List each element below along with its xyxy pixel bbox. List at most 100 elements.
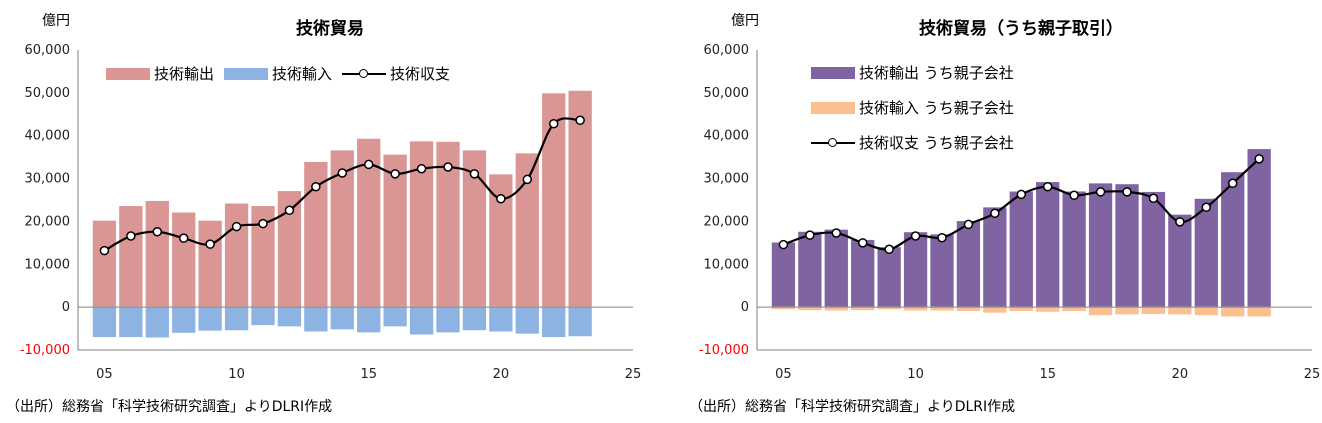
chart-right-svg: -10,000 0 10,000 20,000 30,000 40,000 50,000 60… [699,43,1321,382]
legend-item-export: 技術輸出 うち親子会社 [811,62,1014,83]
data-point [522,174,533,185]
data-point [857,238,868,248]
data-point [390,169,400,179]
data-point [831,228,842,238]
left-chart-panel: 億円 技術貿易 -10,000 0 10,000 20,000 30,000 40,000… [6,13,642,415]
chart-left-svg: -10,000 0 10,000 20,000 30,000 40,000 50,000 60… [20,43,642,382]
bar [1140,306,1167,315]
bar [982,206,1008,308]
data-point [1254,154,1264,164]
bar [876,246,902,308]
data-point [1016,189,1027,200]
bar [1193,306,1219,317]
bar [1114,183,1140,308]
data-point [258,218,268,229]
bar [1087,182,1114,308]
y-tick-label: -10,000 [699,343,749,358]
y-tick-label: 10,000 [704,257,750,272]
bar [118,306,144,339]
bar [276,190,303,308]
bar [1008,306,1034,312]
bar [567,306,593,338]
bar [902,306,929,312]
data-point [337,168,348,178]
data-point [1042,181,1053,192]
y-tick-label: 50,000 [25,86,71,101]
legend-label: 技術輸入 うち親子会社 [859,99,1014,117]
data-point [1069,190,1079,201]
bar [435,306,461,334]
bar [1167,306,1193,316]
x-tick-label: 10 [228,367,245,382]
data-point [496,193,506,204]
data-point [1148,193,1159,204]
bar [850,238,876,308]
legend-right: 技術輸出 うち親子会社 技術輸入 うち親子会社 技術収支 うち親子会社 [811,62,1014,153]
y-tick-label: 0 [741,300,749,315]
legend-item-import: 技術輸入 うち親子会社 [811,97,1014,118]
bar [488,306,514,333]
data-point [99,245,110,256]
data-point [548,118,559,129]
bar [929,233,955,308]
x-tick-label: 05 [96,367,113,382]
bar [197,219,223,308]
bar [1008,190,1034,308]
bar [541,92,567,308]
bar [356,306,382,334]
legend-item-import: 技術輸入 [224,63,332,84]
legend-item-balance: 技術収支 [342,63,450,84]
x-tick-label: 25 [1304,367,1321,382]
right-chart-panel: 億円 技術貿易（うち親子取引） -10,000 0 10,000 20,000 30,0… [661,0,1322,423]
bar [197,306,223,332]
data-point [805,230,815,240]
data-point [152,226,163,237]
legend-label: 技術輸出 うち親子会社 [859,64,1014,82]
data-point [778,239,789,250]
legend-swatch [811,137,855,149]
data-point [1201,202,1212,213]
y-tick-label: 60,000 [704,43,750,58]
bar [514,306,540,335]
y-tick-label: 20,000 [25,214,71,229]
y-tick-label: 20,000 [704,214,750,229]
bar [770,241,797,308]
bar [461,149,488,308]
bar [1035,181,1061,308]
data-point [1175,217,1185,227]
bar [1246,148,1272,308]
bar [223,306,250,332]
bar [276,306,303,328]
legend-swatch [811,66,855,79]
data-point [469,169,480,179]
data-point [963,219,974,230]
bar [303,306,329,333]
data-point [937,232,947,243]
bar [118,205,144,308]
data-point [231,221,242,232]
bar [461,306,488,332]
bar [1035,306,1061,313]
bar [1061,306,1087,312]
y-tick-label: -10,000 [20,343,70,358]
bar [982,306,1008,314]
chart-title: 技術貿易（うち親子取引） [919,19,1123,39]
x-tick-label: 10 [907,367,924,382]
bar [171,306,197,334]
data-point [990,208,1000,219]
data-point [178,233,189,243]
source-note: （出所）総務省「科学技術研究調査」よりDLRI作成 [689,399,1016,415]
bar [1167,213,1193,308]
bar [1087,306,1114,317]
bar [1140,190,1167,308]
data-point [205,239,215,249]
y-tick-label: 10,000 [25,257,71,272]
bar [902,231,929,308]
legend-item-export: 技術輸出 [106,63,214,84]
x-tick-label: 20 [493,367,510,382]
bar [171,211,197,308]
bar [929,306,955,312]
legend-swatch [342,68,387,80]
legend-swatch [106,67,150,80]
x-tick-label: 25 [625,367,642,382]
